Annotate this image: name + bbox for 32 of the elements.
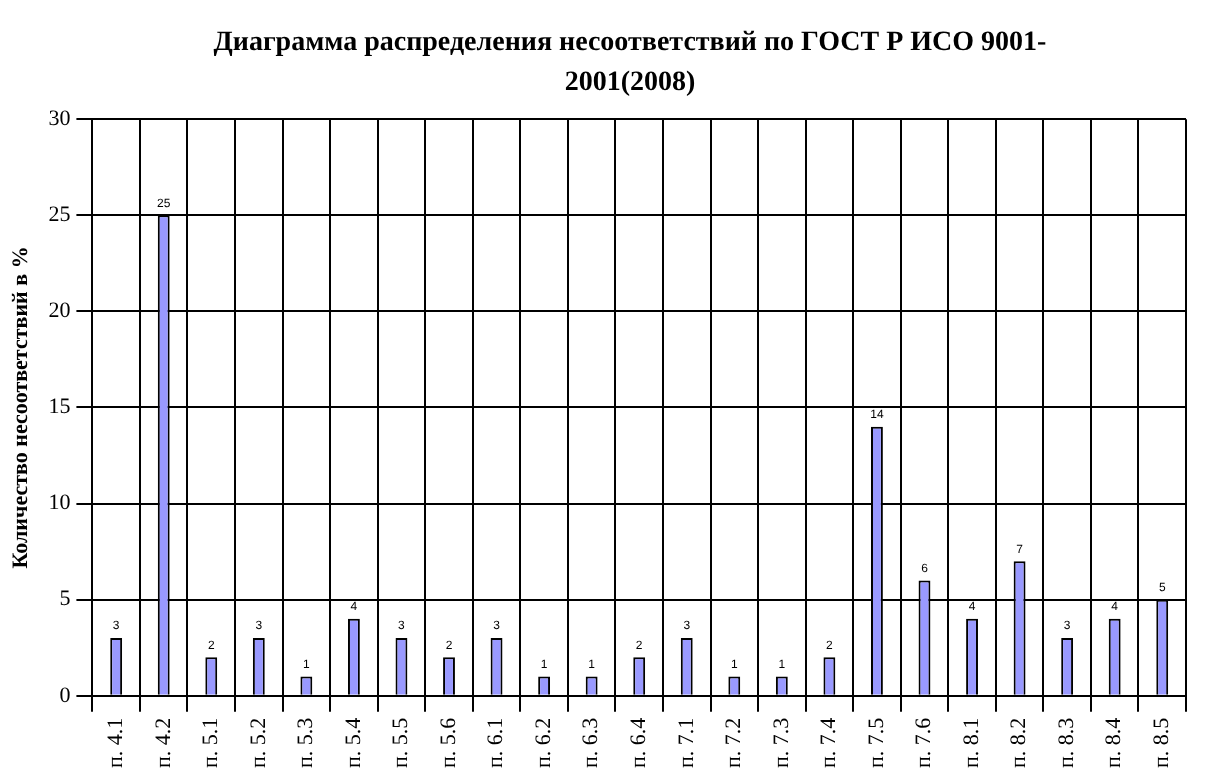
x-tick-label: п. 6.3: [579, 716, 604, 769]
x-tick-label: п. 6.4: [626, 716, 651, 769]
x-tick-label: п. 8.2: [1007, 717, 1032, 769]
x-tick-label: п. 8.3: [1054, 716, 1079, 769]
x-tick-label: п. 8.4: [1102, 716, 1127, 769]
x-tick-label: п. 7.1: [674, 717, 699, 769]
x-tick-label: п. 6.2: [531, 717, 556, 769]
x-tick-label: п. 7.2: [722, 717, 747, 769]
x-tick-label: п. 7.6: [912, 716, 937, 769]
x-tick-label: п. 5.4: [341, 716, 366, 769]
x-tick-label: п. 4.1: [103, 717, 128, 769]
y-tick-label: 15: [48, 395, 72, 420]
y-tick-label: 20: [48, 299, 72, 324]
x-tick-label: п. 5.2: [246, 717, 271, 769]
x-tick-label: п. 8.1: [959, 717, 984, 769]
x-tick-label: п. 5.6: [436, 716, 461, 769]
chart-title: Диаграмма распределения несоответствий по ГОСТ Р ИСО 9001-2001(2008): [211, 26, 1049, 102]
x-tick-label: п. 5.3: [294, 716, 319, 769]
x-tick-label: п. 7.5: [864, 716, 889, 769]
y-tick-label: 0: [59, 683, 72, 708]
x-tick-label: п. 5.1: [199, 717, 224, 769]
y-tick-label: 10: [48, 491, 72, 516]
x-tick-label: п. 7.3: [769, 716, 794, 769]
y-tick-label: 25: [48, 203, 72, 228]
x-tick-label: п. 5.5: [389, 716, 414, 769]
y-axis-title: Количество несоответствий в %: [8, 246, 33, 569]
x-tick-label: п. 7.4: [817, 716, 842, 769]
y-tick-label: 5: [59, 587, 72, 612]
y-tick-label: 30: [48, 106, 72, 131]
x-tick-label: п. 4.2: [151, 717, 176, 769]
x-tick-label: п. 6.1: [484, 717, 509, 769]
x-tick-label: п. 8.5: [1150, 716, 1175, 769]
